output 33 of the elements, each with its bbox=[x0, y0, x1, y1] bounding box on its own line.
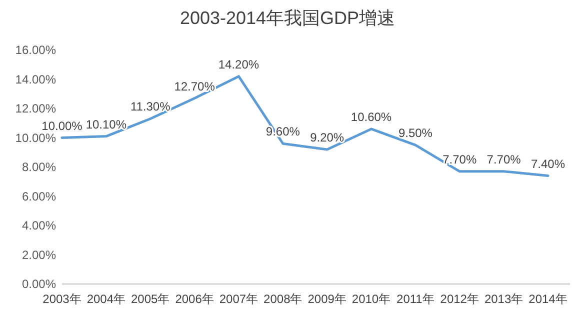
xtick: 2013年 bbox=[484, 292, 524, 306]
data-label: 7.70% bbox=[486, 152, 521, 166]
xtick: 2003年 bbox=[42, 292, 82, 306]
data-label: 11.30% bbox=[130, 100, 170, 114]
data-label: 9.20% bbox=[310, 130, 344, 144]
ytick: 10.00% bbox=[15, 130, 56, 145]
xtick: 2011年 bbox=[396, 292, 434, 306]
data-label: 10.60% bbox=[350, 110, 392, 124]
xtick: 2008年 bbox=[264, 292, 302, 306]
xtick: 2010年 bbox=[352, 292, 391, 306]
xtick: 2007年 bbox=[219, 292, 258, 306]
data-label: 7.40% bbox=[530, 156, 566, 171]
xtick: 2009年 bbox=[308, 292, 346, 306]
data-label: 9.50% bbox=[398, 126, 432, 140]
xtick: 2005年 bbox=[131, 292, 170, 306]
xtick: 2014年 bbox=[528, 292, 568, 306]
ytick: 14.00% bbox=[15, 72, 56, 86]
xtick: 2006年 bbox=[175, 292, 214, 306]
title: 2003-2014年我国GDP增速 bbox=[180, 8, 396, 28]
ytick: 12.00% bbox=[15, 102, 56, 116]
ytick: 8.00% bbox=[22, 160, 56, 174]
data-label: 7.70% bbox=[442, 152, 477, 166]
xtick: 2012年 bbox=[440, 292, 479, 306]
ytick: 16.00% bbox=[15, 43, 56, 57]
xtick: 2004年 bbox=[86, 292, 126, 306]
data-label: 14.20% bbox=[218, 57, 260, 72]
ytick: 4.00% bbox=[22, 218, 56, 232]
ytick: 2.00% bbox=[22, 248, 56, 262]
ytick: 6.00% bbox=[22, 189, 56, 204]
data-label: 10.10% bbox=[86, 117, 127, 132]
data-label: 12.70% bbox=[174, 79, 215, 94]
data-label: 10.00% bbox=[42, 118, 82, 133]
ytick: 0.00% bbox=[22, 277, 56, 291]
